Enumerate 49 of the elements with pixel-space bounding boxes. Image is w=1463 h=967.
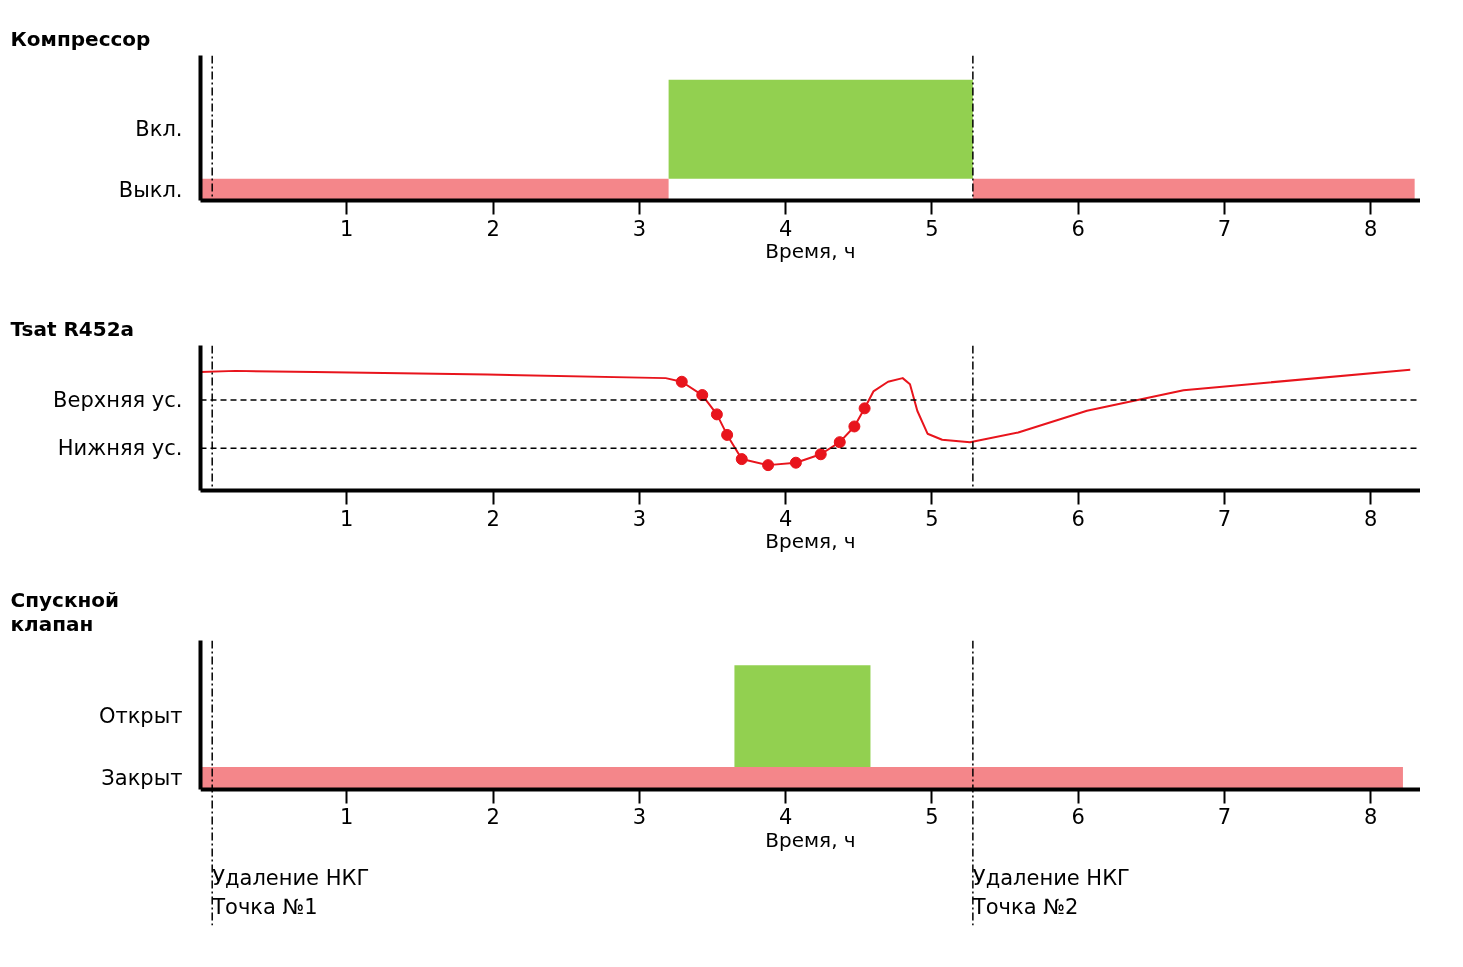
x-tick-label: 5 [925, 216, 939, 241]
chart-title: Компрессор [10, 26, 151, 51]
x-tick-label: 6 [1071, 506, 1085, 531]
x-tick-label: 4 [778, 805, 793, 830]
x-tick-label: 4 [778, 506, 793, 531]
point [858, 402, 871, 415]
x-tick-label: 7 [1217, 216, 1232, 241]
point [833, 436, 846, 449]
point [675, 375, 688, 388]
point [696, 389, 709, 402]
x-tick-label: 8 [1364, 506, 1378, 531]
point [710, 408, 723, 421]
ref-line-label: Нижняя ус. [57, 436, 183, 461]
ref-line-label: Удаление НКГ Точка №2 [971, 866, 1130, 919]
x-tick-label: 2 [486, 506, 500, 531]
x-tick-label: 1 [340, 216, 354, 241]
x-tick-label: 5 [925, 805, 939, 830]
y-tick-label: Выкл. [118, 177, 183, 202]
point [735, 453, 748, 466]
x-tick-label: 5 [925, 506, 939, 531]
x-tick-label: 2 [486, 805, 500, 830]
point [814, 448, 827, 461]
ref-line-label: Удаление НКГ Точка №1 [211, 866, 370, 919]
y-tick-label: Вкл. [135, 117, 183, 142]
point [789, 456, 802, 469]
x-tick-label: 3 [632, 506, 647, 531]
x-tick-label: 1 [340, 805, 354, 830]
x-tick-label: 2 [486, 216, 500, 241]
x-tick-label: 8 [1364, 216, 1378, 241]
point [762, 459, 775, 472]
chart-title: Спускной клапан [10, 587, 120, 636]
point [848, 420, 861, 433]
x-tick-label: 6 [1071, 216, 1085, 241]
x-tick-label: 1 [340, 506, 354, 531]
x-tick-label: 8 [1364, 805, 1378, 830]
x-tick-label: 4 [778, 216, 793, 241]
chart-title: Tsat R452a [10, 316, 135, 341]
x-axis-title: Время, ч [765, 528, 856, 553]
ref-line-label: Верхняя ус. [53, 387, 183, 412]
y-tick-label: Закрыт [101, 766, 183, 791]
x-axis-title: Время, ч [765, 238, 856, 263]
x-axis-title: Время, ч [765, 827, 856, 852]
point [721, 428, 734, 441]
x-tick-label: 7 [1217, 506, 1232, 531]
x-tick-label: 3 [632, 216, 647, 241]
y-tick-label: Открыт [98, 704, 183, 729]
x-tick-label: 6 [1071, 805, 1085, 830]
x-tick-label: 7 [1217, 805, 1232, 830]
x-tick-label: 3 [632, 805, 647, 830]
